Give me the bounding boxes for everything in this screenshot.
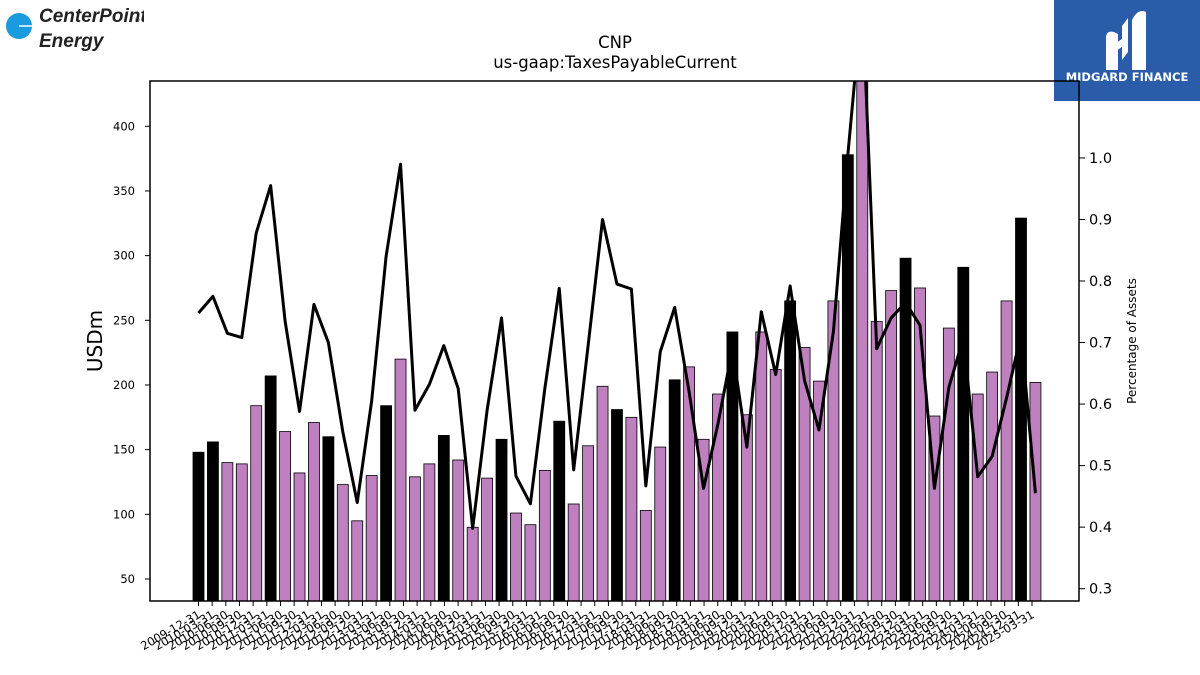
- midgard-finance-logo: MIDGARD FINANCE: [1054, 0, 1200, 101]
- y2-axis-label: Percentage of Assets: [1125, 278, 1139, 404]
- bar: [885, 290, 898, 601]
- y-tick-label: 300: [113, 249, 135, 263]
- bar: [452, 459, 465, 601]
- y2-tick-label: 0.7: [1089, 336, 1112, 352]
- bar: [971, 393, 984, 601]
- bar: [250, 405, 263, 601]
- bar: [495, 438, 508, 601]
- bar: [914, 287, 926, 601]
- bar-series: [192, 81, 1042, 601]
- y-tick-label: 400: [113, 119, 135, 133]
- bar: [308, 422, 320, 601]
- bar: [351, 520, 364, 601]
- bar: [841, 154, 854, 601]
- bar: [279, 431, 291, 601]
- bar: [596, 385, 609, 601]
- bar: [207, 441, 219, 601]
- bar: [625, 416, 638, 601]
- bar: [668, 379, 681, 601]
- y2-tick-label: 0.5: [1089, 459, 1112, 475]
- bar: [986, 371, 999, 601]
- y-tick-label: 250: [113, 313, 135, 327]
- chart-subtitle: us-gaap:TaxesPayableCurrent: [493, 53, 737, 72]
- bar: [697, 438, 710, 601]
- y2-tick-label: 0.6: [1089, 397, 1112, 413]
- centerpoint-energy-logo: CenterPoint ® Energy: [6, 6, 144, 52]
- bar: [654, 446, 667, 601]
- bar: [740, 414, 753, 601]
- y2-tick-label: 0.8: [1089, 274, 1112, 290]
- y-tick-label: 350: [113, 184, 135, 198]
- chart-title: CNP: [598, 33, 632, 52]
- y-axis-label: USDm: [83, 310, 107, 372]
- bar: [712, 393, 724, 601]
- bar: [437, 435, 450, 601]
- bar: [813, 380, 825, 601]
- company-name-line2: Energy: [39, 31, 105, 52]
- bar: [336, 484, 349, 601]
- bar: [380, 405, 392, 601]
- bar: [466, 526, 479, 601]
- bar: [1015, 217, 1027, 601]
- bar: [481, 477, 494, 601]
- bar: [553, 420, 566, 601]
- finance-name: MIDGARD FINANCE: [1066, 70, 1189, 84]
- bar: [769, 369, 782, 601]
- bar: [683, 366, 696, 601]
- bar: [942, 327, 955, 601]
- bar: [264, 375, 277, 601]
- bar: [870, 321, 883, 601]
- bar: [293, 472, 306, 601]
- bar: [827, 300, 840, 601]
- bar: [784, 300, 797, 601]
- bar: [524, 524, 537, 601]
- bar: [538, 469, 551, 601]
- bar: [235, 463, 248, 601]
- bar: [611, 409, 623, 601]
- bar: [365, 475, 378, 601]
- y-tick-label: 200: [113, 378, 135, 392]
- line-series: [197, 81, 1037, 530]
- y2-tick-label: 0.9: [1089, 212, 1112, 228]
- bar: [899, 257, 912, 601]
- bar: [567, 503, 580, 601]
- bar: [510, 512, 522, 601]
- y-axis-ticks: 50 100 150 200 250 300 350 400: [113, 119, 150, 586]
- bar: [957, 266, 970, 601]
- registered-mark: ®: [135, 17, 140, 24]
- bar: [423, 463, 436, 601]
- bar: [221, 462, 234, 601]
- bar: [1000, 300, 1013, 601]
- bar: [639, 510, 652, 601]
- plot-frame: [149, 80, 1080, 602]
- bar: [755, 331, 768, 601]
- y2-tick-label: 1.0: [1089, 151, 1112, 167]
- y-tick-label: 100: [113, 507, 135, 521]
- percentage-line: [197, 81, 1037, 530]
- y-tick-label: 150: [113, 443, 135, 457]
- bar: [798, 347, 811, 601]
- bar: [192, 451, 205, 601]
- bar: [394, 358, 407, 601]
- bar: [582, 445, 595, 601]
- bar: [322, 436, 335, 601]
- y2-tick-label: 0.4: [1089, 520, 1112, 536]
- company-name-line1: CenterPoint: [39, 6, 144, 27]
- y2-tick-label: 0.3: [1089, 582, 1112, 598]
- x-axis-ticks: 2009-12-312010-03-312010-06-302010-09-30…: [138, 601, 1037, 653]
- bar: [409, 476, 421, 601]
- bar: [856, 81, 869, 601]
- y2-axis-ticks: 0.3 0.4 0.5 0.6 0.7 0.8 0.9 1.0: [1079, 151, 1112, 598]
- y-tick-label: 50: [120, 572, 135, 586]
- midgard-m-icon: [1106, 11, 1146, 71]
- bar: [726, 331, 739, 601]
